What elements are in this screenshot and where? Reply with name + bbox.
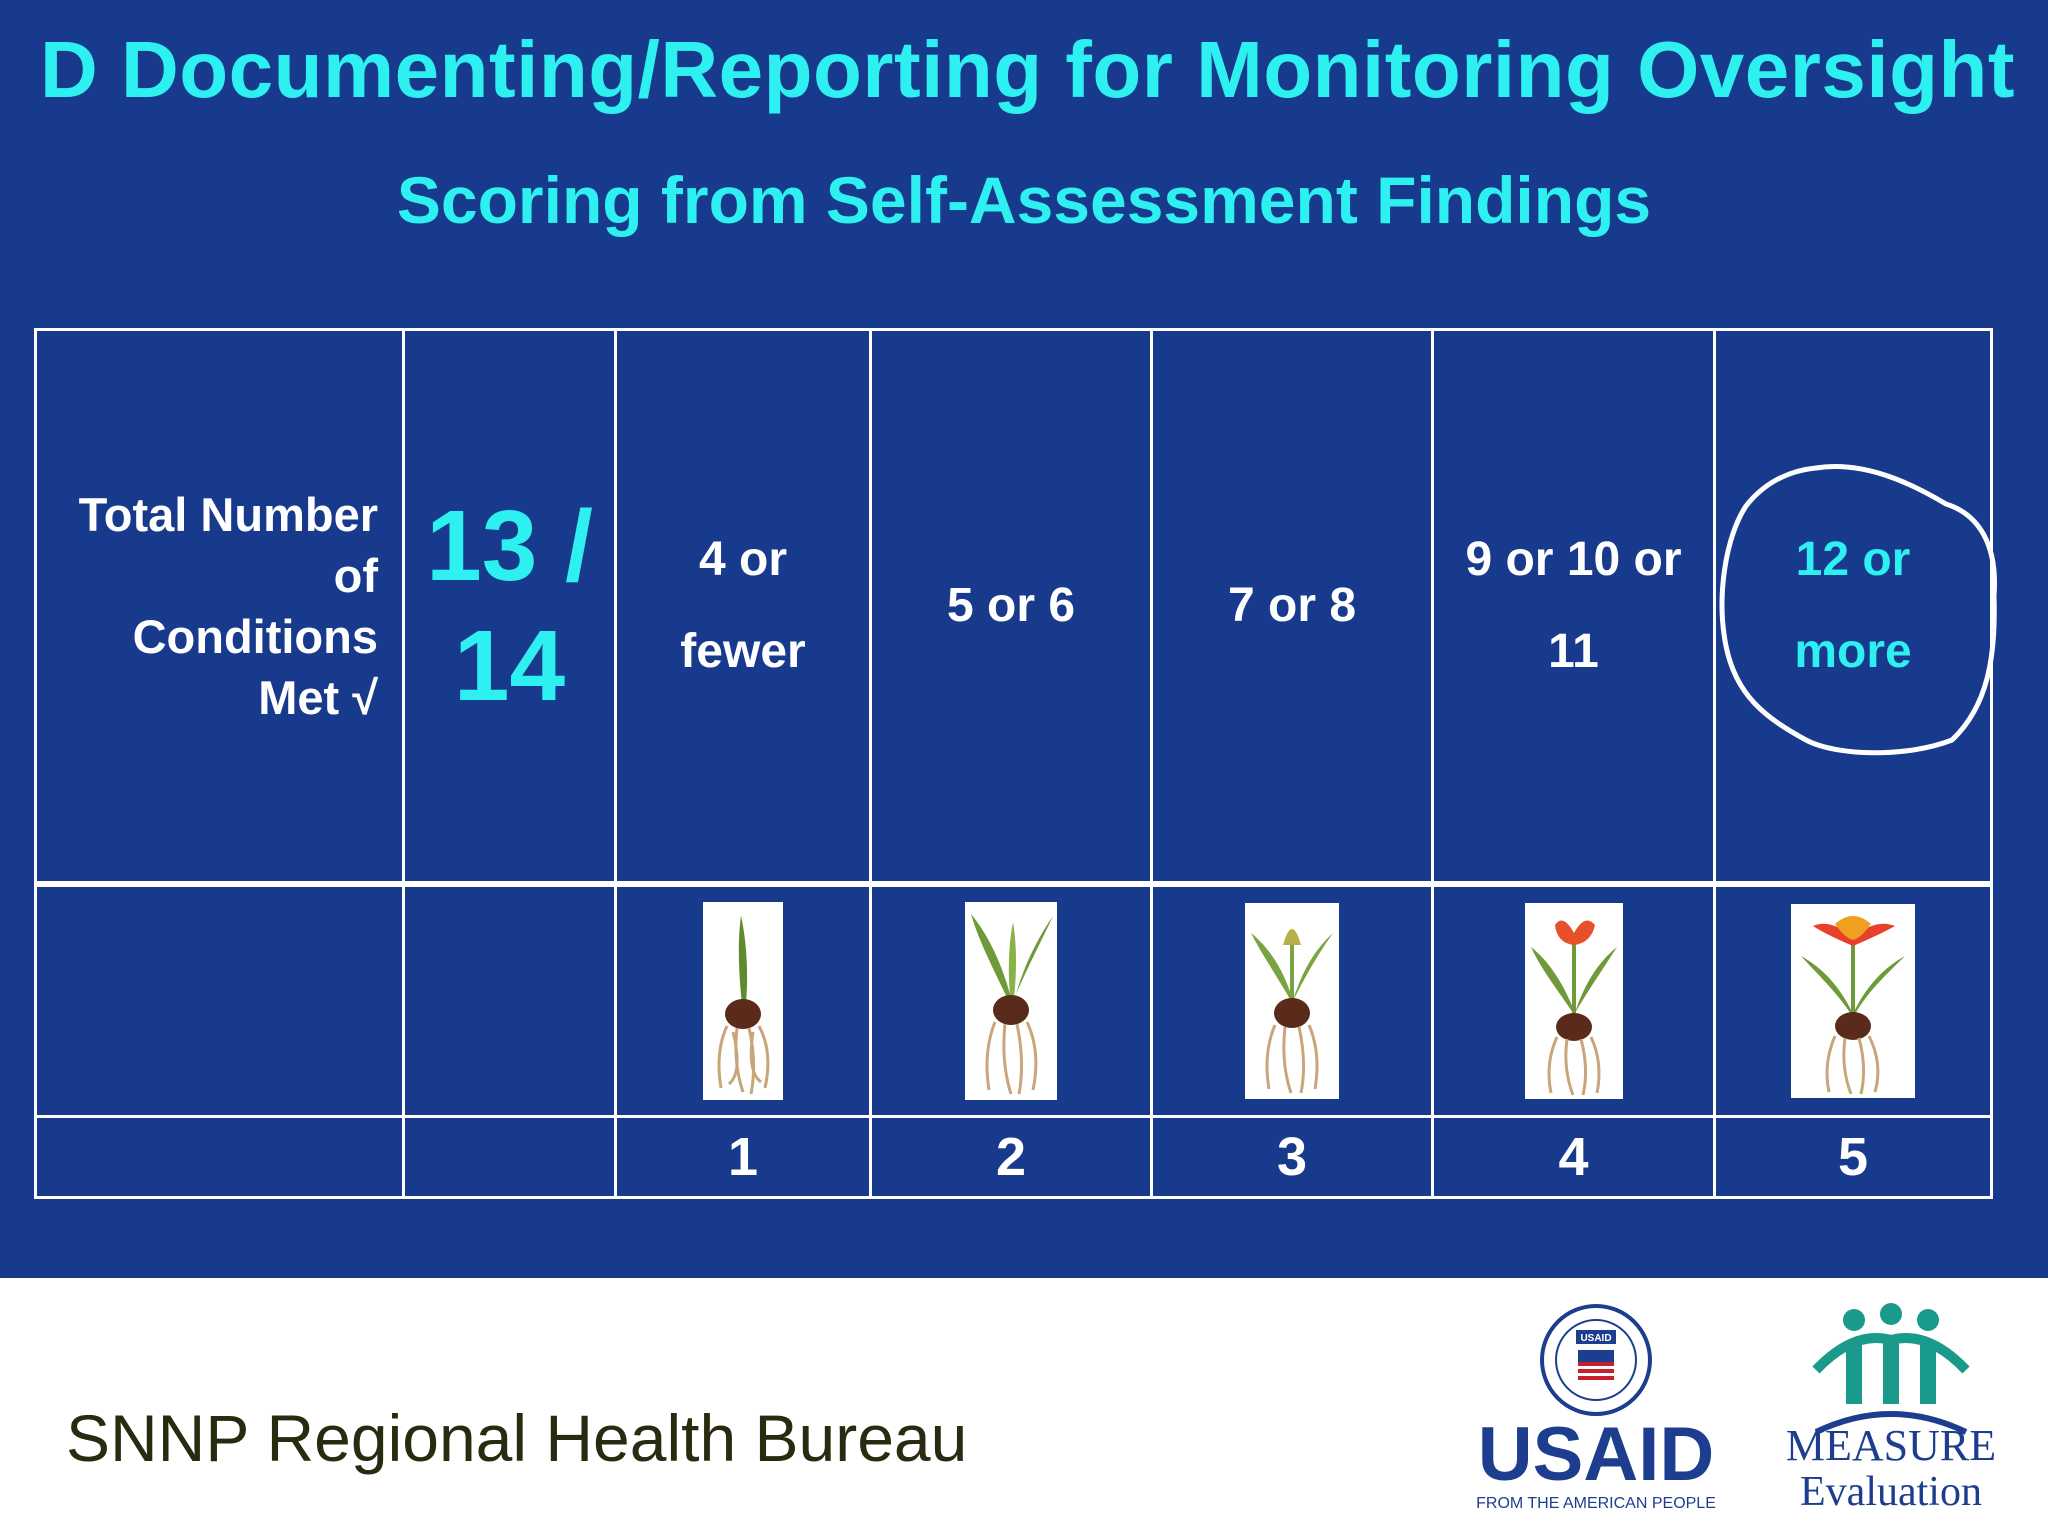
plant-cell (614, 881, 872, 1118)
score-cell: 5 (1713, 1115, 1993, 1199)
conditions-label-line: Total Number (78, 488, 378, 541)
slide-title: D Documenting/Reporting for Monitoring O… (40, 25, 2016, 114)
organization-name: SNNP Regional Health Bureau (66, 1401, 968, 1475)
empty-cell (34, 1115, 405, 1199)
empty-cell (34, 881, 405, 1118)
score-cell: 3 (1150, 1115, 1434, 1199)
range-label: 9 or 10 or 11 (1434, 514, 1713, 698)
plant-cell (869, 881, 1153, 1118)
result-cell: 13 / 14 (402, 328, 617, 886)
range-label-line: 4 or (698, 533, 788, 586)
usaid-wordmark: USAID (1478, 1412, 1714, 1497)
usaid-seal-text: USAID (1580, 1333, 1611, 1344)
range-label-line: fewer (680, 625, 806, 678)
empty-cell (402, 1115, 617, 1199)
bulb-leaves-icon (965, 902, 1057, 1100)
table-row-scores: 1 2 3 4 5 (34, 1115, 1993, 1199)
table-row-ranges: Total Number of Conditions Met √ 13 / 14… (34, 328, 1993, 886)
slide-subtitle: Scoring from Self-Assessment Findings (396, 163, 1652, 237)
range-label-line: 11 (1548, 625, 1599, 678)
score-cell: 4 (1431, 1115, 1716, 1199)
usaid-logo: USAID USAID FROM THE AMERICAN PEOPLE (1476, 1304, 1716, 1512)
table-row-plants (34, 881, 1993, 1118)
bulb-sprout-icon (703, 902, 783, 1100)
empty-cell (402, 881, 617, 1118)
measure-evaluation-logo: MEASURE Evaluation (1786, 1303, 1996, 1515)
conditions-label-line: Conditions (132, 610, 378, 663)
bulb-bud-icon (1245, 903, 1339, 1099)
range-label-line: 12 or (1795, 533, 1911, 586)
range-label: 7 or 8 (1227, 579, 1357, 632)
conditions-label-cell: Total Number of Conditions Met √ (34, 328, 405, 886)
range-label: 4 or fewer (628, 514, 858, 698)
tulip-opening-icon (1524, 903, 1623, 1099)
range-label-line: more (1794, 625, 1912, 678)
plant-cell (1150, 881, 1434, 1118)
selection-circle-icon (1719, 464, 1998, 756)
conditions-label-line: of (333, 549, 378, 602)
score-cell: 1 (614, 1115, 872, 1199)
evaluation-wordmark: Evaluation (1800, 1469, 1982, 1515)
result-value-line: 14 (453, 610, 566, 722)
range-cell-selected: 12 or more (1713, 328, 1993, 886)
range-label: 5 or 6 (946, 579, 1076, 632)
conditions-label-line: Met √ (258, 671, 378, 724)
usaid-tagline: FROM THE AMERICAN PEOPLE (1476, 1495, 1716, 1512)
result-value-line: 13 / (426, 490, 593, 602)
range-cell: 9 or 10 or 11 (1431, 328, 1716, 886)
range-cell: 4 or fewer (614, 328, 872, 886)
plant-cell (1431, 881, 1716, 1118)
score-cell: 2 (869, 1115, 1153, 1199)
range-label-line: 9 or 10 or (1465, 533, 1682, 586)
range-label-selected: 12 or more (1738, 514, 1968, 698)
range-cell: 5 or 6 (869, 328, 1153, 886)
plant-cell-selected (1713, 881, 1993, 1118)
measure-wordmark: MEASURE (1786, 1421, 1996, 1470)
scoring-table: Total Number of Conditions Met √ 13 / 14… (34, 328, 1993, 1199)
tulip-bloom-icon (1791, 904, 1915, 1098)
range-cell: 7 or 8 (1150, 328, 1434, 886)
